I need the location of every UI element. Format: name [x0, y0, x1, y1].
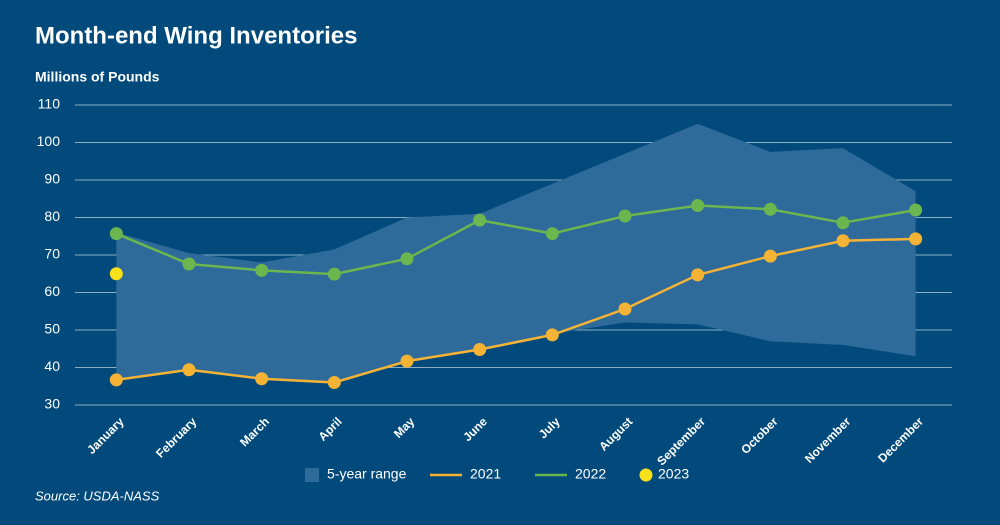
- point: [255, 263, 269, 277]
- point: [691, 199, 705, 212]
- y-tick-label: 80: [44, 208, 60, 224]
- source: Source: USDA-NASS: [35, 488, 160, 503]
- point: [545, 227, 559, 241]
- point: [182, 363, 196, 377]
- y-tick-label: 90: [44, 171, 60, 187]
- point: [909, 232, 923, 246]
- y-tick-label: 110: [38, 96, 61, 112]
- point: [545, 328, 559, 342]
- point: [400, 354, 414, 368]
- chart-title: Month-end Wing Inventories: [35, 22, 357, 49]
- point: [909, 203, 923, 217]
- point: [763, 202, 777, 216]
- series-line: [115, 204, 916, 276]
- legend-label: 2023: [658, 466, 689, 482]
- series-line: [116, 237, 916, 384]
- point: [400, 252, 414, 266]
- point: [109, 373, 123, 387]
- y-tick-label: 60: [44, 283, 60, 299]
- point: [109, 267, 123, 281]
- y-axis-label: Millions of Pounds: [35, 69, 160, 85]
- range-area: [116, 123, 916, 383]
- legend-swatch: [305, 468, 319, 482]
- legend-swatch: [639, 468, 653, 482]
- point: [109, 227, 123, 241]
- point: [182, 257, 196, 271]
- point: [255, 372, 269, 386]
- point: [691, 268, 705, 282]
- y-tick-label: 100: [37, 133, 61, 149]
- point: [836, 234, 850, 248]
- point: [473, 343, 487, 356]
- legend-label: 2021: [470, 466, 501, 482]
- y-tick-label: 70: [44, 246, 60, 262]
- y-tick-label: 50: [44, 321, 60, 337]
- point: [327, 376, 341, 389]
- point: [618, 302, 632, 316]
- point: [618, 209, 632, 223]
- y-tick-label: 30: [44, 396, 60, 412]
- point: [327, 267, 341, 281]
- point: [836, 216, 850, 230]
- legend-label: 5-year range: [327, 466, 407, 482]
- point: [763, 249, 777, 263]
- legend-label: 2022: [575, 466, 606, 482]
- point: [473, 213, 487, 227]
- y-tick-label: 40: [44, 358, 60, 374]
